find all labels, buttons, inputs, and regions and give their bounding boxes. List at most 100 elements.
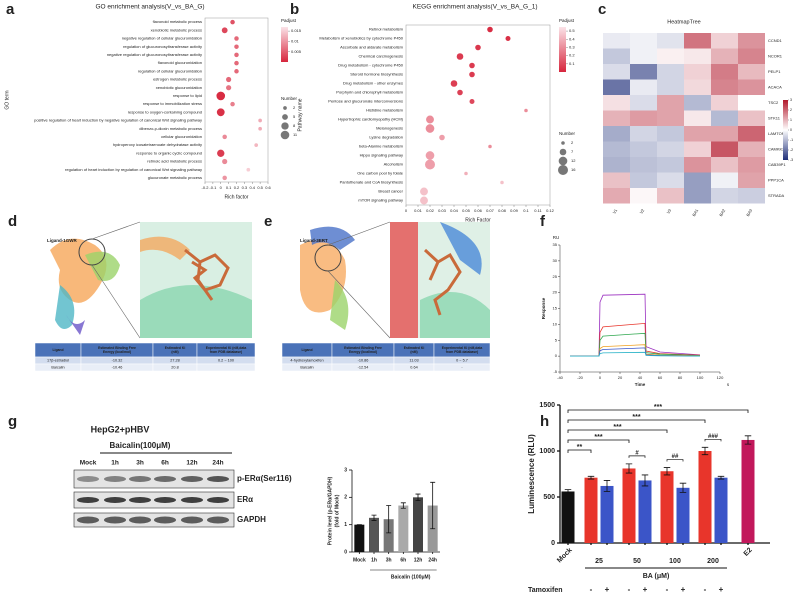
helix bbox=[140, 285, 252, 338]
table-cell-text: Baicalin bbox=[300, 366, 313, 370]
tamoxifen-sign: + bbox=[719, 585, 724, 594]
table-title: Ligand-3ERT bbox=[300, 238, 328, 243]
helix bbox=[440, 222, 482, 275]
x-tick-label: 12h bbox=[414, 557, 423, 563]
heatmap-cell bbox=[738, 64, 765, 80]
y-tick-label: Drug metabolism - cytochrome P450 bbox=[338, 63, 404, 68]
size-legend-label: 2 bbox=[571, 140, 574, 145]
error-bar bbox=[744, 435, 752, 445]
table-cell-text: 0.64 bbox=[410, 366, 417, 370]
panel-label: g bbox=[8, 413, 17, 430]
y-tick-label: positive regulation of heart induction b… bbox=[34, 118, 202, 123]
bar bbox=[741, 439, 755, 543]
dot bbox=[425, 159, 435, 170]
row-label: STRADA bbox=[768, 193, 785, 198]
y-tick-label: 15 bbox=[553, 306, 558, 311]
row-label: CAB39P1 bbox=[768, 162, 786, 167]
helix bbox=[140, 236, 190, 260]
size-legend-label: 11 bbox=[293, 132, 298, 137]
y-tick-label: Metabolism of xenobiotics by cytochrome … bbox=[319, 36, 403, 41]
y-tick-label: Chemical carcinogenesis bbox=[359, 54, 403, 59]
heatmap-cell bbox=[711, 110, 738, 126]
y-tick-label: Alcoholism bbox=[384, 162, 404, 167]
x-axis-label: Time bbox=[635, 382, 646, 387]
y-tick-label: -5 bbox=[553, 369, 557, 374]
heatmap-cell bbox=[630, 157, 657, 173]
sensorgram-line bbox=[570, 351, 701, 357]
band-label: p-ERα(Ser116) bbox=[237, 474, 292, 483]
panel-label: e bbox=[264, 213, 272, 230]
ligand-sticks bbox=[184, 248, 230, 301]
y-tick-label: 5 bbox=[555, 337, 558, 342]
dot bbox=[217, 149, 225, 157]
x-tick-label: -0.2 bbox=[202, 185, 210, 190]
heatmap-cell bbox=[657, 126, 684, 142]
helix bbox=[310, 226, 355, 250]
colorbar-label: 1 bbox=[790, 118, 792, 122]
heatmap-cell bbox=[738, 79, 765, 95]
x-tick-label: -40 bbox=[557, 375, 564, 380]
error-bar bbox=[587, 475, 595, 480]
y-tick-label: xenobiotic metabolic process bbox=[151, 27, 202, 32]
x-tick-label: 120 bbox=[717, 375, 724, 380]
blot-band bbox=[129, 497, 151, 503]
y-tick-label: beta-Alanine metabolism bbox=[359, 144, 404, 149]
colorbar-label: 0.01 bbox=[291, 38, 300, 43]
size-legend-label: 8 bbox=[293, 123, 296, 128]
y-tick-label: 2 bbox=[344, 495, 347, 501]
significance-bracket bbox=[567, 409, 749, 413]
dot bbox=[505, 36, 511, 41]
size-legend-label: 16 bbox=[571, 167, 576, 172]
helix bbox=[330, 280, 349, 330]
heatmap-cell bbox=[738, 33, 765, 49]
x-tick-label: -0.1 bbox=[209, 185, 217, 190]
dot bbox=[456, 53, 464, 60]
x-tick-label: Mock bbox=[556, 547, 574, 565]
plot-frame bbox=[204, 17, 269, 183]
y-tick-label: Drug metabolism - other enzymes bbox=[343, 81, 403, 86]
row-label: PPP1CA bbox=[768, 177, 784, 182]
blot-band bbox=[77, 497, 99, 503]
dot bbox=[426, 115, 434, 124]
table-header-line: Estimated Binding Free bbox=[344, 346, 382, 350]
error-bar bbox=[386, 505, 392, 534]
heatmap-cell bbox=[657, 95, 684, 111]
bar bbox=[600, 485, 614, 543]
table-header: Estimated Binding Free Energy (kcal/mol) bbox=[344, 346, 382, 354]
dot bbox=[234, 36, 239, 41]
tamoxifen-sign: - bbox=[590, 585, 593, 594]
group-label: 50 bbox=[633, 558, 641, 565]
heatmap-cell bbox=[603, 64, 630, 80]
y-tick-label: One carbon pool by folate bbox=[357, 171, 404, 176]
bar bbox=[413, 497, 423, 552]
colorbar-label: 2 bbox=[790, 108, 792, 112]
hash-label: ### bbox=[708, 434, 719, 440]
error-bar bbox=[430, 481, 436, 530]
hash-label: # bbox=[635, 450, 639, 456]
y-tick-label: 20 bbox=[553, 290, 558, 295]
x-tick-label: 0.07 bbox=[486, 208, 495, 213]
x-tick-label: 0.01 bbox=[414, 208, 423, 213]
chart-title: HeatmapTree bbox=[667, 19, 700, 25]
x-tick-label: -20 bbox=[577, 375, 584, 380]
blot-band bbox=[207, 497, 229, 503]
blot-band bbox=[207, 476, 229, 482]
zoom-line bbox=[91, 221, 141, 240]
heatmap-cell bbox=[738, 188, 765, 204]
y-tick-label: Hypertrophic cardiomyopathy (HCM) bbox=[338, 117, 404, 122]
y-unit: RU bbox=[553, 235, 560, 240]
x-axis-label: Baicalin (100μM) bbox=[391, 574, 431, 580]
dot bbox=[425, 124, 435, 133]
heatmap-cell bbox=[684, 110, 711, 126]
blot-band bbox=[154, 476, 176, 482]
row-label: ACACA bbox=[768, 84, 782, 89]
ligand-sticks bbox=[423, 248, 462, 316]
dot bbox=[234, 44, 239, 49]
heatmap-cell bbox=[630, 79, 657, 95]
y-axis-label: Pathway name bbox=[297, 98, 303, 131]
cell-line: HepG2+pHBV bbox=[91, 424, 150, 434]
significance-label: *** bbox=[594, 434, 602, 441]
x-tick-label: 0.5 bbox=[257, 185, 263, 190]
bar bbox=[714, 477, 728, 543]
panel-label: c bbox=[598, 1, 606, 18]
